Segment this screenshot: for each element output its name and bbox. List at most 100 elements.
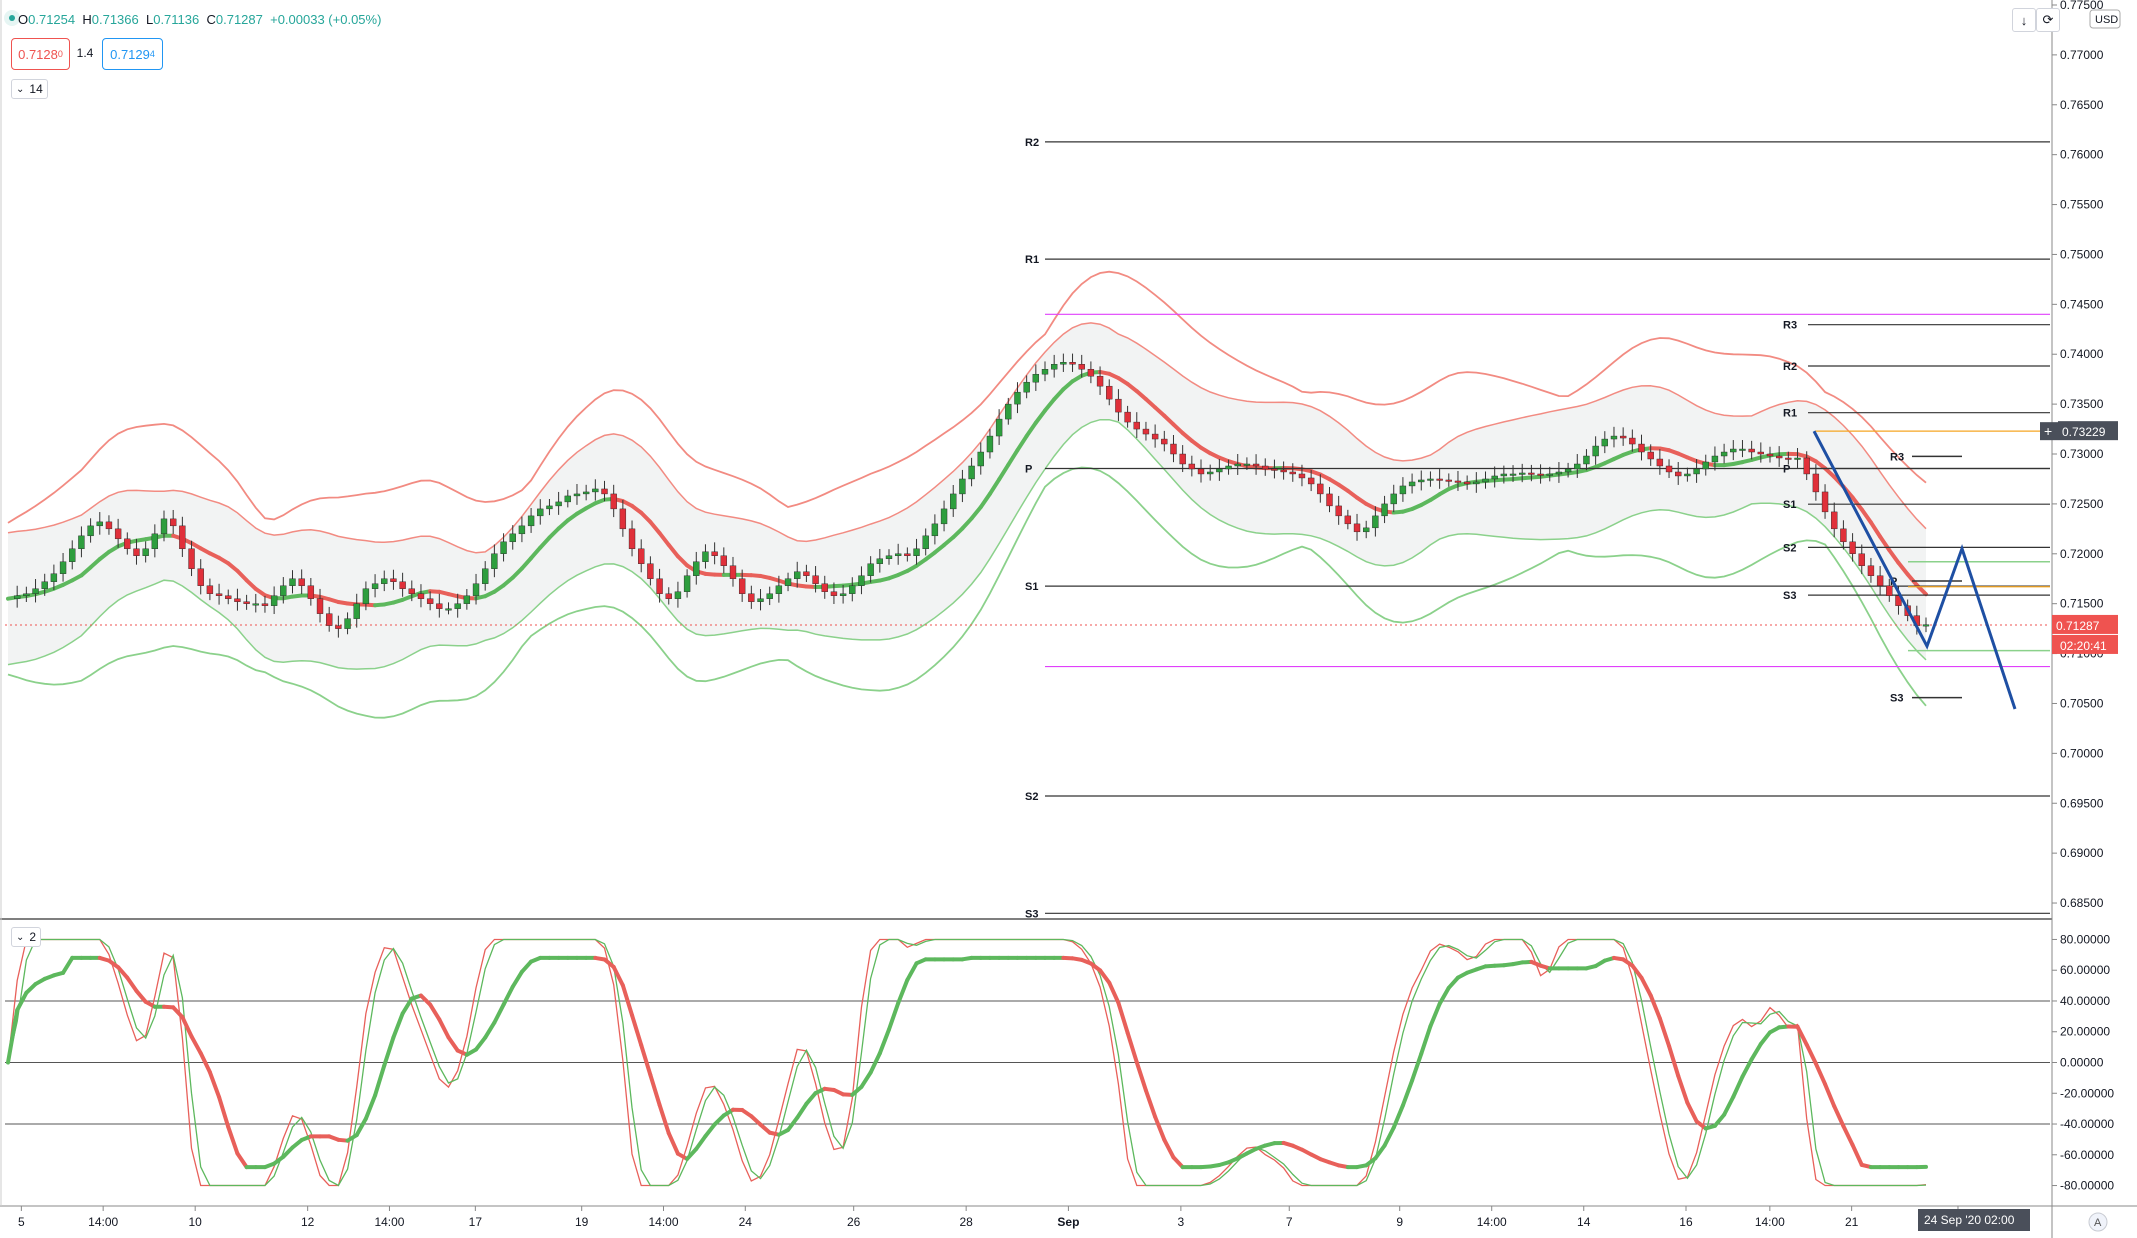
candle-body (748, 593, 755, 602)
candle-body (426, 598, 434, 604)
candle-body (1252, 463, 1260, 467)
sell-button[interactable]: 0.7128 0 (11, 38, 70, 70)
candle-body (592, 488, 599, 493)
osc-slow-segment (703, 1122, 717, 1139)
time-tick-label: 14:00 (88, 1215, 118, 1229)
candle-body (362, 588, 370, 604)
moving-average-segment (1850, 495, 1864, 512)
candle-body (702, 551, 709, 562)
candle-body (298, 578, 305, 586)
pivot-label: S2 (1025, 791, 1038, 803)
candle-body (1390, 493, 1397, 505)
candle-body (656, 578, 663, 594)
time-tick-label: 7 (1286, 1215, 1293, 1229)
candle-body (1115, 398, 1122, 413)
osc-indicators-toggle[interactable]: ⌄ 2 (11, 927, 42, 947)
candle-body (610, 493, 617, 510)
marker-price-badge (2058, 421, 2118, 441)
osc-slow-segment (630, 1013, 644, 1048)
candle-body (1243, 463, 1251, 466)
candle-body (1876, 575, 1884, 586)
candle-body (931, 523, 939, 537)
candle-body (775, 585, 783, 594)
osc-slow-segment (474, 1035, 488, 1052)
candle-body (1353, 523, 1361, 533)
osc-tick-label: -60.00000 (2060, 1148, 2114, 1162)
time-tick-label: 3 (1178, 1215, 1185, 1229)
osc-slow-segment (1400, 1078, 1415, 1108)
main-indicators-toggle[interactable]: ⌄ 14 (11, 79, 48, 99)
osc-slow-segment (886, 1001, 901, 1032)
osc-slow-segment (1648, 993, 1662, 1021)
osc-slow-segment (363, 1093, 378, 1121)
candle-body (252, 603, 259, 606)
candle-body (78, 535, 85, 550)
candle-body (1381, 503, 1388, 517)
moving-average-segment (88, 557, 102, 570)
time-tick-label: Sep (1057, 1215, 1079, 1229)
candle-body (179, 525, 186, 550)
moving-average-segment (519, 556, 534, 571)
candle-body (463, 595, 471, 604)
buy-button[interactable]: 0.7129 4 (102, 38, 163, 70)
arrow-down-icon[interactable]: ↓ (2012, 8, 2036, 32)
candle-body (1748, 448, 1755, 453)
time-tick-label: 26 (847, 1215, 861, 1229)
candle-body (784, 578, 792, 586)
osc-slow-segment (1657, 1016, 1672, 1048)
candle-body (1730, 448, 1737, 453)
osc-slow-segment (446, 1035, 460, 1053)
candle-body (1023, 381, 1030, 393)
candle-body (1785, 457, 1792, 460)
osc-slow-segment (1823, 1082, 1837, 1109)
candle-body (1528, 472, 1535, 475)
price-tick-label: 0.72500 (2060, 497, 2104, 511)
candle-body (812, 575, 819, 584)
candle-body (41, 581, 48, 589)
moving-average-segment (675, 554, 690, 568)
candle-body (1050, 364, 1058, 370)
current-price-label: 0.71287 (2056, 619, 2100, 633)
pivot-label-right: S1 (1783, 499, 1796, 511)
price-tick-label: 0.74000 (2060, 347, 2104, 361)
time-tick-label: 5 (18, 1215, 25, 1229)
osc-slow-segment (1116, 1000, 1130, 1035)
osc-slow-segment (61, 955, 75, 975)
time-tick-label: 14 (1577, 1215, 1591, 1229)
candle-body (1574, 463, 1581, 470)
candle-body (1041, 368, 1049, 375)
symbol-icon[interactable] (4, 10, 20, 26)
price-tick-label: 0.77500 (2060, 0, 2104, 12)
candle-body (1739, 448, 1746, 451)
osc-slow-segment (217, 1095, 231, 1129)
candle-body (1482, 478, 1489, 483)
pivot-label-right: R2 (1783, 361, 1797, 373)
candle-body (1280, 469, 1287, 473)
osc-slow-segment (180, 1015, 194, 1039)
candle-body (50, 573, 58, 582)
candle-body (913, 548, 920, 556)
moving-average-segment (529, 545, 543, 561)
osc-slow-segment (1171, 1155, 1185, 1170)
candle-body (601, 488, 608, 495)
candle-body (399, 581, 406, 589)
buy-price-sup: 4 (149, 49, 155, 59)
osc-tick-label: 40.00000 (2060, 994, 2110, 1008)
pivot-label-right: R3 (1783, 320, 1797, 332)
osc-slow-segment (1098, 968, 1112, 985)
osc-slow-segment (134, 988, 148, 1004)
osc-slow-segment (1437, 985, 1451, 1006)
osc-slow-segment (657, 1102, 671, 1136)
candle-body (1665, 465, 1673, 473)
osc-slow-segment (1373, 1143, 1387, 1161)
refresh-icon[interactable]: ⟳ (2036, 8, 2060, 32)
pivot-label: S1 (1025, 581, 1038, 593)
candle-body (133, 548, 140, 556)
osc-slow-segment (1804, 1042, 1818, 1066)
candle-body (1317, 483, 1324, 495)
candle-body (894, 553, 902, 556)
candle-body (1454, 480, 1462, 483)
candle-body (1005, 403, 1012, 420)
bb-upper-outer (7, 270, 1927, 524)
